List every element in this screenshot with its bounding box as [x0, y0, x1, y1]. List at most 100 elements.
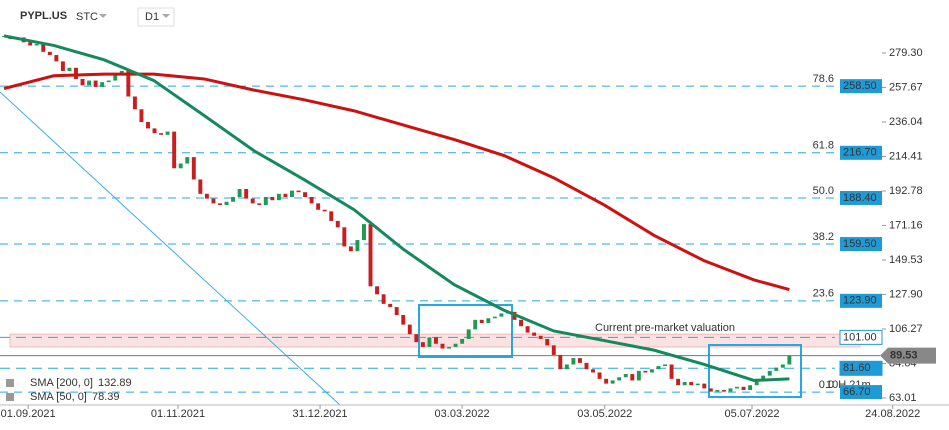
- candle: [728, 388, 733, 392]
- candle: [276, 193, 281, 201]
- x-tick-label: 01.11.2021: [151, 408, 205, 420]
- candle: [643, 370, 648, 373]
- candle: [224, 201, 229, 205]
- candle: [721, 390, 726, 392]
- candle: [453, 343, 458, 347]
- candle: [401, 315, 406, 325]
- timeframe[interactable]: D1: [145, 11, 159, 23]
- level-label-box: [839, 329, 883, 345]
- dropdown-arrow[interactable]: [99, 14, 107, 18]
- timeframe-box[interactable]: [137, 7, 175, 27]
- candle: [303, 192, 308, 197]
- asset-class: STC: [76, 11, 98, 23]
- level-label: 81.60: [843, 362, 871, 374]
- fib-label-box: [840, 145, 882, 160]
- candle: [571, 358, 576, 365]
- candle: [185, 157, 190, 164]
- fib-label: 123.90: [843, 295, 877, 307]
- legend-icon: [6, 393, 14, 401]
- candle: [676, 378, 681, 386]
- candle: [250, 198, 255, 204]
- dropdown-arrow[interactable]: [162, 14, 170, 18]
- candle: [113, 74, 118, 81]
- candle: [754, 380, 759, 386]
- candle: [486, 318, 491, 324]
- candle: [748, 385, 753, 391]
- fib-ratio: 38.2: [813, 231, 834, 243]
- candle: [218, 203, 222, 205]
- candle: [348, 246, 353, 252]
- candle: [735, 386, 739, 389]
- candle: [316, 203, 321, 210]
- candle: [787, 355, 792, 365]
- candle: [741, 386, 746, 391]
- fib-ratio: 78.6: [813, 73, 834, 85]
- candle: [407, 324, 412, 335]
- trend-line: [0, 91, 341, 406]
- legend-name: SMA [50, 0]: [30, 391, 87, 403]
- candle: [761, 375, 766, 381]
- candle: [159, 133, 164, 135]
- candle: [447, 346, 452, 349]
- y-tick-label: 149.53: [889, 254, 923, 266]
- candle: [47, 51, 52, 56]
- fib-label: 159.50: [843, 238, 877, 250]
- candle: [146, 122, 150, 129]
- candle: [532, 332, 537, 336]
- candle: [551, 345, 556, 355]
- candle: [774, 367, 779, 371]
- candle: [362, 224, 366, 241]
- candle: [204, 193, 209, 199]
- x-tick-label: 01.09.2021: [1, 408, 56, 420]
- candle: [355, 240, 360, 252]
- candle: [132, 96, 137, 110]
- candle: [519, 319, 524, 327]
- candle: [558, 354, 563, 370]
- fib-ratio: 61.8: [813, 140, 834, 152]
- candle: [780, 364, 785, 368]
- current-price-label: 89.53: [890, 350, 918, 362]
- fib-ratio: 50.0: [813, 185, 834, 197]
- candle: [60, 61, 65, 71]
- candle: [178, 163, 183, 169]
- candle: [322, 209, 327, 212]
- candle: [100, 82, 105, 87]
- fib-label-box: [840, 190, 882, 205]
- legend-value: 132.89: [98, 377, 132, 389]
- legend-value: 78.39: [92, 391, 120, 403]
- level-label: 101.00: [843, 331, 877, 343]
- candle: [34, 43, 39, 46]
- candle: [152, 128, 157, 134]
- x-tick-label: 31.12.2021: [293, 408, 348, 420]
- symbol: PYPL.US: [20, 10, 67, 22]
- candle: [708, 388, 713, 392]
- candle: [663, 364, 667, 367]
- candle: [636, 370, 641, 381]
- candle: [329, 211, 334, 221]
- candle: [263, 196, 268, 205]
- fib-label: 258.50: [843, 80, 877, 92]
- candle: [191, 157, 196, 180]
- candle: [492, 316, 497, 319]
- y-tick-label: 257.67: [889, 81, 923, 93]
- candle: [623, 374, 628, 378]
- candle: [270, 196, 275, 201]
- fib-label-box: [840, 385, 882, 400]
- fib-label-box: [840, 293, 882, 308]
- candle: [669, 364, 674, 379]
- candle: [427, 337, 432, 347]
- current-price-box: [880, 347, 936, 364]
- x-tick-label: 05.07.2022: [724, 408, 779, 420]
- legend-name: SMA [200, 0]: [30, 377, 93, 389]
- candle: [119, 70, 124, 75]
- candle: [41, 43, 46, 52]
- candle: [67, 67, 72, 71]
- candle: [198, 179, 203, 194]
- candle: [689, 382, 694, 386]
- candle: [715, 390, 720, 392]
- candle: [231, 196, 236, 202]
- candle: [388, 303, 393, 308]
- x-tick-label: 03.03.2022: [435, 408, 490, 420]
- candle: [604, 378, 609, 384]
- candle: [597, 372, 602, 379]
